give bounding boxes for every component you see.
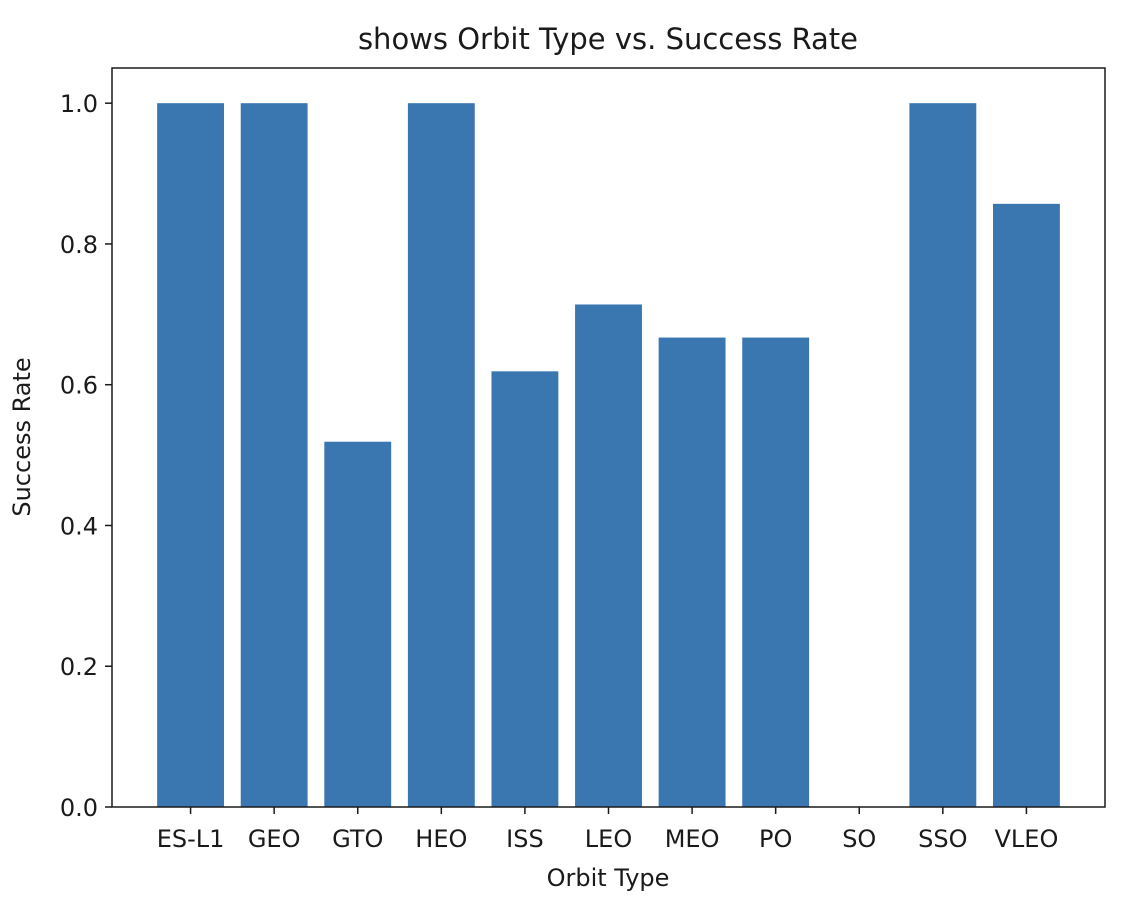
y-tick-label: 0.8 xyxy=(60,231,98,259)
y-tick-label: 0.0 xyxy=(60,794,98,822)
y-tick-label: 0.4 xyxy=(60,512,98,540)
x-tick-label: ISS xyxy=(506,825,544,853)
x-axis-label: Orbit Type xyxy=(547,864,670,892)
x-tick-label: LEO xyxy=(585,825,632,853)
bar-heo xyxy=(407,103,475,807)
x-tick-label: PO xyxy=(759,825,792,853)
x-tick-label: HEO xyxy=(415,825,467,853)
bar-po xyxy=(742,337,810,807)
bar-meo xyxy=(658,337,726,807)
x-tick-label: GTO xyxy=(332,825,383,853)
bar-es-l1 xyxy=(157,103,225,807)
bar-geo xyxy=(240,103,308,807)
y-ticks: 0.0 0.2 0.4 0.6 0.8 1.0 xyxy=(60,90,112,822)
bar-sso xyxy=(909,103,977,807)
y-axis-label: Success Rate xyxy=(8,357,36,516)
x-tick-label: SSO xyxy=(918,825,967,853)
x-ticks: ES-L1 GEO GTO HEO ISS LEO MEO PO SO SSO VLEO xyxy=(157,807,1059,853)
x-tick-label: ES-L1 xyxy=(157,825,225,853)
x-tick-label: SO xyxy=(842,825,876,853)
bar-iss xyxy=(491,371,559,807)
bar-leo xyxy=(575,304,642,807)
y-tick-label: 0.2 xyxy=(60,653,98,681)
bars-layer xyxy=(157,103,1060,808)
bar-gto xyxy=(324,441,392,807)
bar-vleo xyxy=(992,203,1060,808)
plot-area-frame xyxy=(111,67,1106,808)
y-tick-label: 1.0 xyxy=(60,90,98,118)
x-tick-label: MEO xyxy=(665,825,720,853)
x-tick-label: GEO xyxy=(248,825,301,853)
y-tick-label: 0.6 xyxy=(60,372,98,400)
x-tick-label: VLEO xyxy=(995,825,1059,853)
chart-title: shows Orbit Type vs. Success Rate xyxy=(358,22,858,56)
